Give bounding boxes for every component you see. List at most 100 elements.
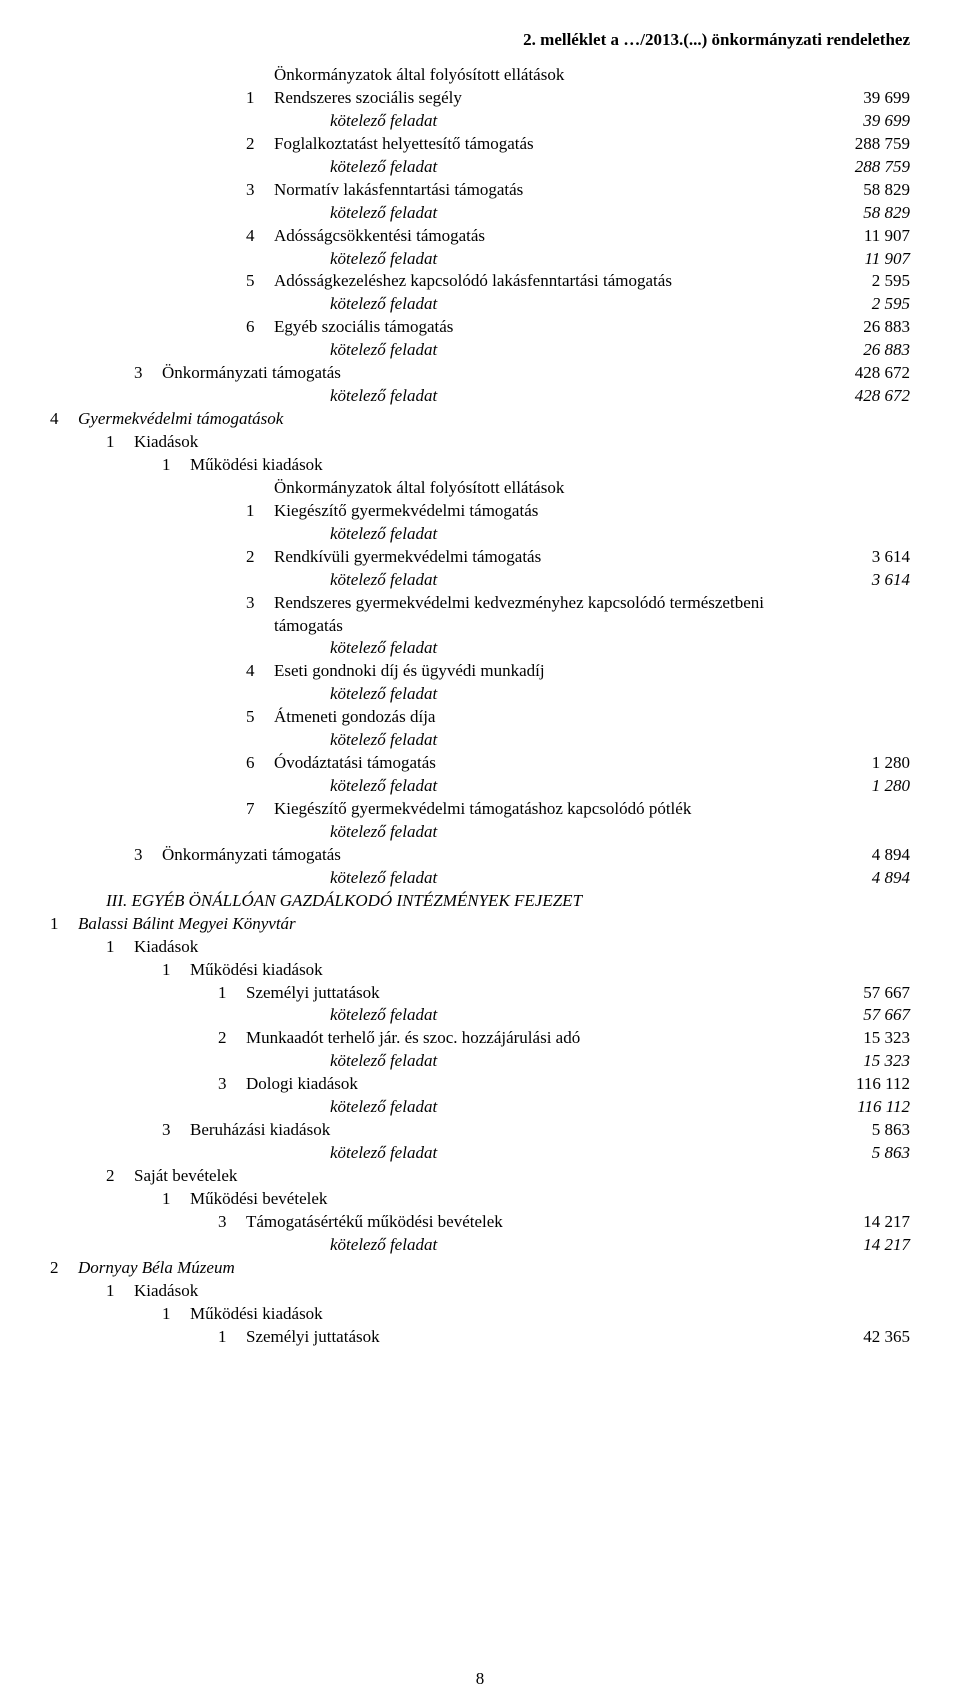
row-label: Önkormányzati támogatás [162, 844, 810, 867]
row-number: 1 [218, 1326, 246, 1349]
line-item: 3Támogatásértékű működési bevételek14 21… [50, 1211, 910, 1234]
row-label: Gyermekvédelmi támogatások [78, 408, 810, 431]
row-value: 1 280 [810, 752, 910, 775]
row-number: 1 [106, 431, 134, 454]
row-label: kötelező feladat [330, 523, 810, 546]
row-value: 1 280 [810, 775, 910, 798]
row-number: 1 [246, 500, 274, 523]
line-item: 1Személyi juttatások57 667 [50, 982, 910, 1005]
row-label: kötelező feladat [330, 156, 810, 179]
row-label: kötelező feladat [330, 1142, 810, 1165]
row-label: Dologi kiadások [246, 1073, 810, 1096]
row-value: 11 907 [810, 225, 910, 248]
row-label: kötelező feladat [330, 248, 810, 271]
line-item: 3Normatív lakásfenntartási támogatás58 8… [50, 179, 910, 202]
row-label: kötelező feladat [330, 110, 810, 133]
row-label: Saját bevételek [134, 1165, 810, 1188]
row-number: 2 [106, 1165, 134, 1188]
row-label: kötelező feladat [330, 293, 810, 316]
row-label: Működési kiadások [190, 1303, 810, 1326]
row-label: Rendszeres szociális segély [274, 87, 810, 110]
row-label: Támogatásértékű működési bevételek [246, 1211, 810, 1234]
line-item: kötelező feladat116 112 [50, 1096, 910, 1119]
line-item: 1Kiadások [50, 431, 910, 454]
row-label: kötelező feladat [330, 1096, 810, 1119]
row-value: 2 595 [810, 293, 910, 316]
line-item: 1Kiegészítő gyermekvédelmi támogatás [50, 500, 910, 523]
row-label: Személyi juttatások [246, 982, 810, 1005]
row-value: 57 667 [810, 982, 910, 1005]
line-item: kötelező feladat1 280 [50, 775, 910, 798]
row-value: 15 323 [810, 1027, 910, 1050]
row-number: 5 [246, 270, 274, 293]
row-value: 5 863 [810, 1142, 910, 1165]
row-value: 428 672 [810, 362, 910, 385]
row-label: kötelező feladat [330, 569, 810, 592]
row-number: 1 [218, 982, 246, 1005]
row-value: 14 217 [810, 1234, 910, 1257]
row-number: 4 [246, 660, 274, 683]
row-label: Működési kiadások [190, 959, 810, 982]
row-label: Adósságcsökkentési támogatás [274, 225, 810, 248]
row-label: Rendkívüli gyermekvédelmi támogatás [274, 546, 810, 569]
page-header: 2. melléklet a …/2013.(...) önkormányzat… [50, 30, 910, 50]
row-value: 11 907 [810, 248, 910, 271]
line-item: kötelező feladat11 907 [50, 248, 910, 271]
line-item: 4Gyermekvédelmi támogatások [50, 408, 910, 431]
row-number: 3 [134, 844, 162, 867]
row-label: Rendszeres gyermekvédelmi kedvezményhez … [274, 592, 810, 638]
row-label: Egyéb szociális támogatás [274, 316, 810, 339]
line-item: 2Rendkívüli gyermekvédelmi támogatás3 61… [50, 546, 910, 569]
line-item: 4Eseti gondnoki díj és ügyvédi munkadíj [50, 660, 910, 683]
line-item: kötelező feladat428 672 [50, 385, 910, 408]
row-label: Kiegészítő gyermekvédelmi támogatás [274, 500, 810, 523]
row-label: Önkormányzatok által folyósított ellátás… [274, 64, 810, 87]
line-item: 1Működési kiadások [50, 1303, 910, 1326]
line-item: kötelező feladat [50, 683, 910, 706]
line-item: Önkormányzatok által folyósított ellátás… [50, 477, 910, 500]
line-item: 1Kiadások [50, 1280, 910, 1303]
row-label: Balassi Bálint Megyei Könyvtár [78, 913, 810, 936]
row-label: Normatív lakásfenntartási támogatás [274, 179, 810, 202]
row-label: kötelező feladat [330, 202, 810, 225]
row-number: 1 [162, 1303, 190, 1326]
row-value: 116 112 [810, 1096, 910, 1119]
line-item: 6Óvodáztatási támogatás1 280 [50, 752, 910, 775]
line-item: 1Balassi Bálint Megyei Könyvtár [50, 913, 910, 936]
row-number: 6 [246, 752, 274, 775]
row-label: Dornyay Béla Múzeum [78, 1257, 810, 1280]
row-number: 1 [106, 936, 134, 959]
line-item: kötelező feladat15 323 [50, 1050, 910, 1073]
row-label: Személyi juttatások [246, 1326, 810, 1349]
row-label: Óvodáztatási támogatás [274, 752, 810, 775]
row-label: Kiadások [134, 431, 810, 454]
row-number: 3 [218, 1073, 246, 1096]
row-label: Átmeneti gondozás díja [274, 706, 810, 729]
row-number: 1 [162, 1188, 190, 1211]
line-item: 1Működési bevételek [50, 1188, 910, 1211]
line-item: kötelező feladat26 883 [50, 339, 910, 362]
row-number: 3 [134, 362, 162, 385]
line-item: 7Kiegészítő gyermekvédelmi támogatáshoz … [50, 798, 910, 821]
row-label: kötelező feladat [330, 729, 810, 752]
row-value: 58 829 [810, 179, 910, 202]
row-value: 58 829 [810, 202, 910, 225]
line-item: 3Beruházási kiadások5 863 [50, 1119, 910, 1142]
line-item: 1Működési kiadások [50, 959, 910, 982]
row-number: 1 [50, 913, 78, 936]
row-value: 288 759 [810, 156, 910, 179]
row-label: kötelező feladat [330, 637, 810, 660]
line-item: 3Önkormányzati támogatás4 894 [50, 844, 910, 867]
line-item: 5Átmeneti gondozás díja [50, 706, 910, 729]
row-label: Beruházási kiadások [190, 1119, 810, 1142]
row-label: Önkormányzati támogatás [162, 362, 810, 385]
row-label: Önkormányzatok által folyósított ellátás… [274, 477, 810, 500]
line-item: kötelező feladat [50, 821, 910, 844]
row-value: 4 894 [810, 844, 910, 867]
row-number: 7 [246, 798, 274, 821]
row-value: 428 672 [810, 385, 910, 408]
row-number: 5 [246, 706, 274, 729]
row-label: kötelező feladat [330, 1234, 810, 1257]
row-number: 1 [162, 959, 190, 982]
row-label: Foglalkoztatást helyettesítő támogatás [274, 133, 810, 156]
